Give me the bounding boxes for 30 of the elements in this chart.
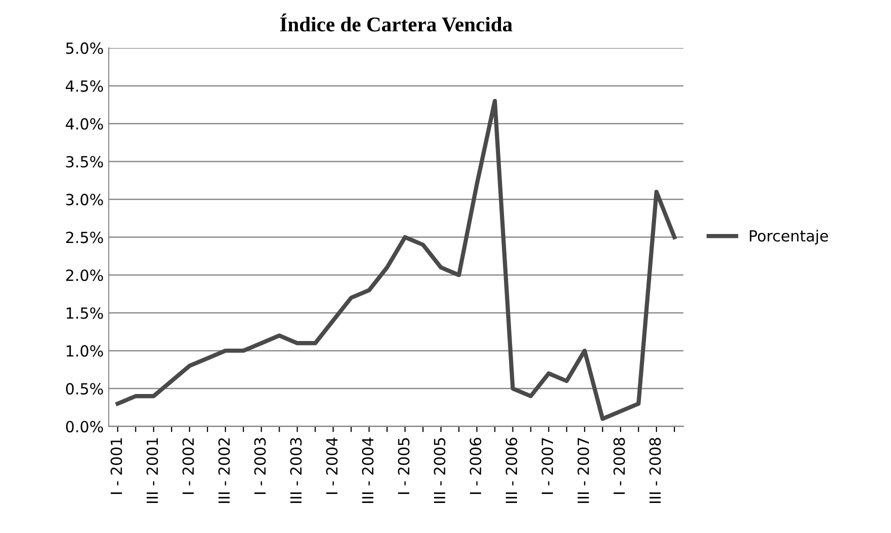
x-tick-label: III - 2007 [578, 438, 590, 503]
x-tick-label: III - 2003 [290, 438, 302, 503]
x-tick-label: I - 2002 [182, 438, 194, 494]
x-tick-label: III - 2004 [362, 438, 374, 503]
x-tick-label: III - 2005 [434, 438, 446, 503]
x-tick-label: III - 2008 [649, 438, 661, 503]
legend-label: Porcentaje [750, 230, 828, 245]
x-tick-label: I - 2007 [542, 438, 554, 494]
y-tick-label: 5.0% [66, 42, 103, 54]
y-tick-label: 3.5% [66, 156, 103, 168]
y-tick-label: 1.5% [66, 307, 103, 319]
x-tick-label: I - 2001 [110, 438, 122, 494]
y-tick-label: 4.0% [66, 118, 103, 130]
x-tick-label: I - 2005 [398, 438, 410, 494]
x-tick-label: I - 2006 [470, 438, 482, 494]
x-tick-label: I - 2003 [254, 438, 266, 494]
x-tick-label: III - 2006 [506, 438, 518, 503]
chart-title: Índice de Cartera Vencida [280, 13, 512, 32]
y-tick-label: 1.0% [66, 345, 103, 357]
y-tick-label: 3.0% [66, 194, 103, 206]
x-tick-label: III - 2001 [146, 438, 158, 503]
x-tick-label: III - 2002 [218, 438, 230, 503]
y-tick-label: 2.5% [66, 232, 103, 244]
y-tick-label: 4.5% [66, 80, 103, 92]
y-tick-label: 0.0% [66, 420, 103, 432]
line-series [116, 98, 676, 421]
x-tick-label: I - 2004 [326, 438, 338, 494]
y-tick-label: 0.5% [66, 383, 103, 395]
x-tick-label: I - 2008 [613, 438, 625, 494]
y-tick-label: 2.0% [66, 269, 103, 282]
